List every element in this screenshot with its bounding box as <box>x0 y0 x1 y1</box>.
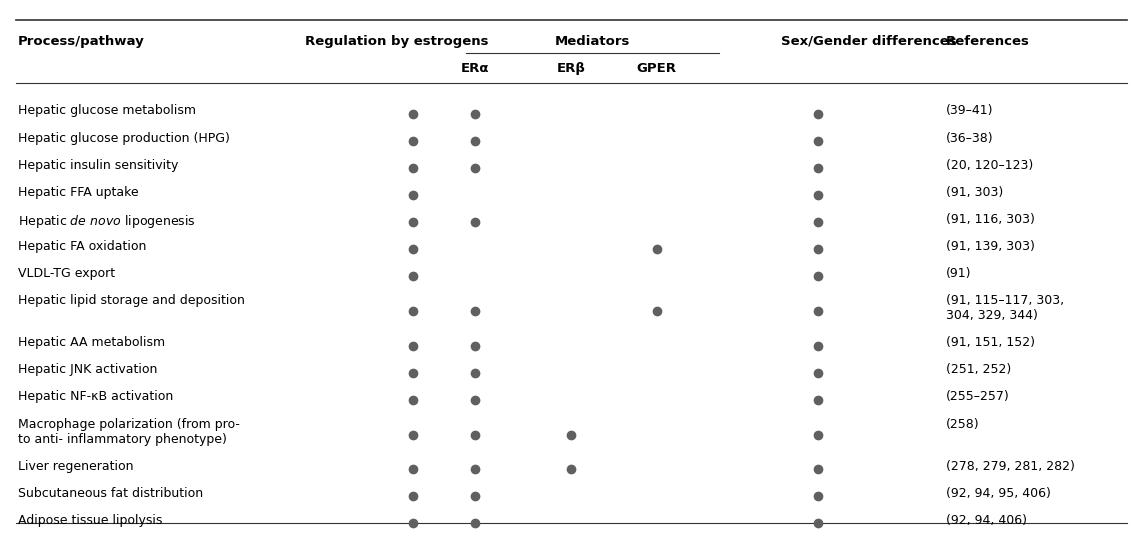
Text: (91, 139, 303): (91, 139, 303) <box>946 240 1034 253</box>
Text: Hepatic $\it{de\ novo}$ lipogenesis: Hepatic $\it{de\ novo}$ lipogenesis <box>18 213 195 230</box>
Text: (91, 151, 152): (91, 151, 152) <box>946 336 1034 349</box>
Text: Hepatic glucose metabolism: Hepatic glucose metabolism <box>18 105 195 118</box>
Text: Liver regeneration: Liver regeneration <box>18 460 134 473</box>
Text: ERβ: ERβ <box>557 63 586 75</box>
Text: VLDL-TG export: VLDL-TG export <box>18 267 115 280</box>
Text: Mediators: Mediators <box>554 35 630 48</box>
Text: Regulation by estrogens: Regulation by estrogens <box>305 35 488 48</box>
Text: (278, 279, 281, 282): (278, 279, 281, 282) <box>946 460 1074 473</box>
Text: (92, 94, 95, 406): (92, 94, 95, 406) <box>946 487 1050 500</box>
Text: References: References <box>946 35 1030 48</box>
Text: (20, 120–123): (20, 120–123) <box>946 158 1033 171</box>
Text: Process/pathway: Process/pathway <box>18 35 144 48</box>
Text: (91, 115–117, 303,
304, 329, 344): (91, 115–117, 303, 304, 329, 344) <box>946 294 1064 322</box>
Text: (36–38): (36–38) <box>946 132 993 144</box>
Text: (251, 252): (251, 252) <box>946 363 1012 376</box>
Text: (91): (91) <box>946 267 972 280</box>
Text: (258): (258) <box>946 418 980 431</box>
Text: (91, 303): (91, 303) <box>946 185 1004 199</box>
Text: Hepatic glucose production (HPG): Hepatic glucose production (HPG) <box>18 132 230 144</box>
Text: (255–257): (255–257) <box>946 390 1009 404</box>
Text: Subcutaneous fat distribution: Subcutaneous fat distribution <box>18 487 203 500</box>
Text: (39–41): (39–41) <box>946 105 993 118</box>
Text: (91, 116, 303): (91, 116, 303) <box>946 213 1034 226</box>
Text: ERα: ERα <box>461 63 489 75</box>
Text: Hepatic NF-κB activation: Hepatic NF-κB activation <box>18 390 173 404</box>
Text: Hepatic FFA uptake: Hepatic FFA uptake <box>18 185 138 199</box>
Text: Hepatic insulin sensitivity: Hepatic insulin sensitivity <box>18 158 178 171</box>
Text: Sex/Gender differences: Sex/Gender differences <box>782 35 957 48</box>
Text: Hepatic AA metabolism: Hepatic AA metabolism <box>18 336 165 349</box>
Text: Hepatic JNK activation: Hepatic JNK activation <box>18 363 157 376</box>
Text: Hepatic lipid storage and deposition: Hepatic lipid storage and deposition <box>18 294 245 307</box>
Text: Hepatic FA oxidation: Hepatic FA oxidation <box>18 240 146 253</box>
Text: (92, 94, 406): (92, 94, 406) <box>946 514 1026 527</box>
Text: Adipose tissue lipolysis: Adipose tissue lipolysis <box>18 514 162 527</box>
Text: Macrophage polarization (from pro-
to anti- inflammatory phenotype): Macrophage polarization (from pro- to an… <box>18 418 240 446</box>
Text: GPER: GPER <box>637 63 677 75</box>
